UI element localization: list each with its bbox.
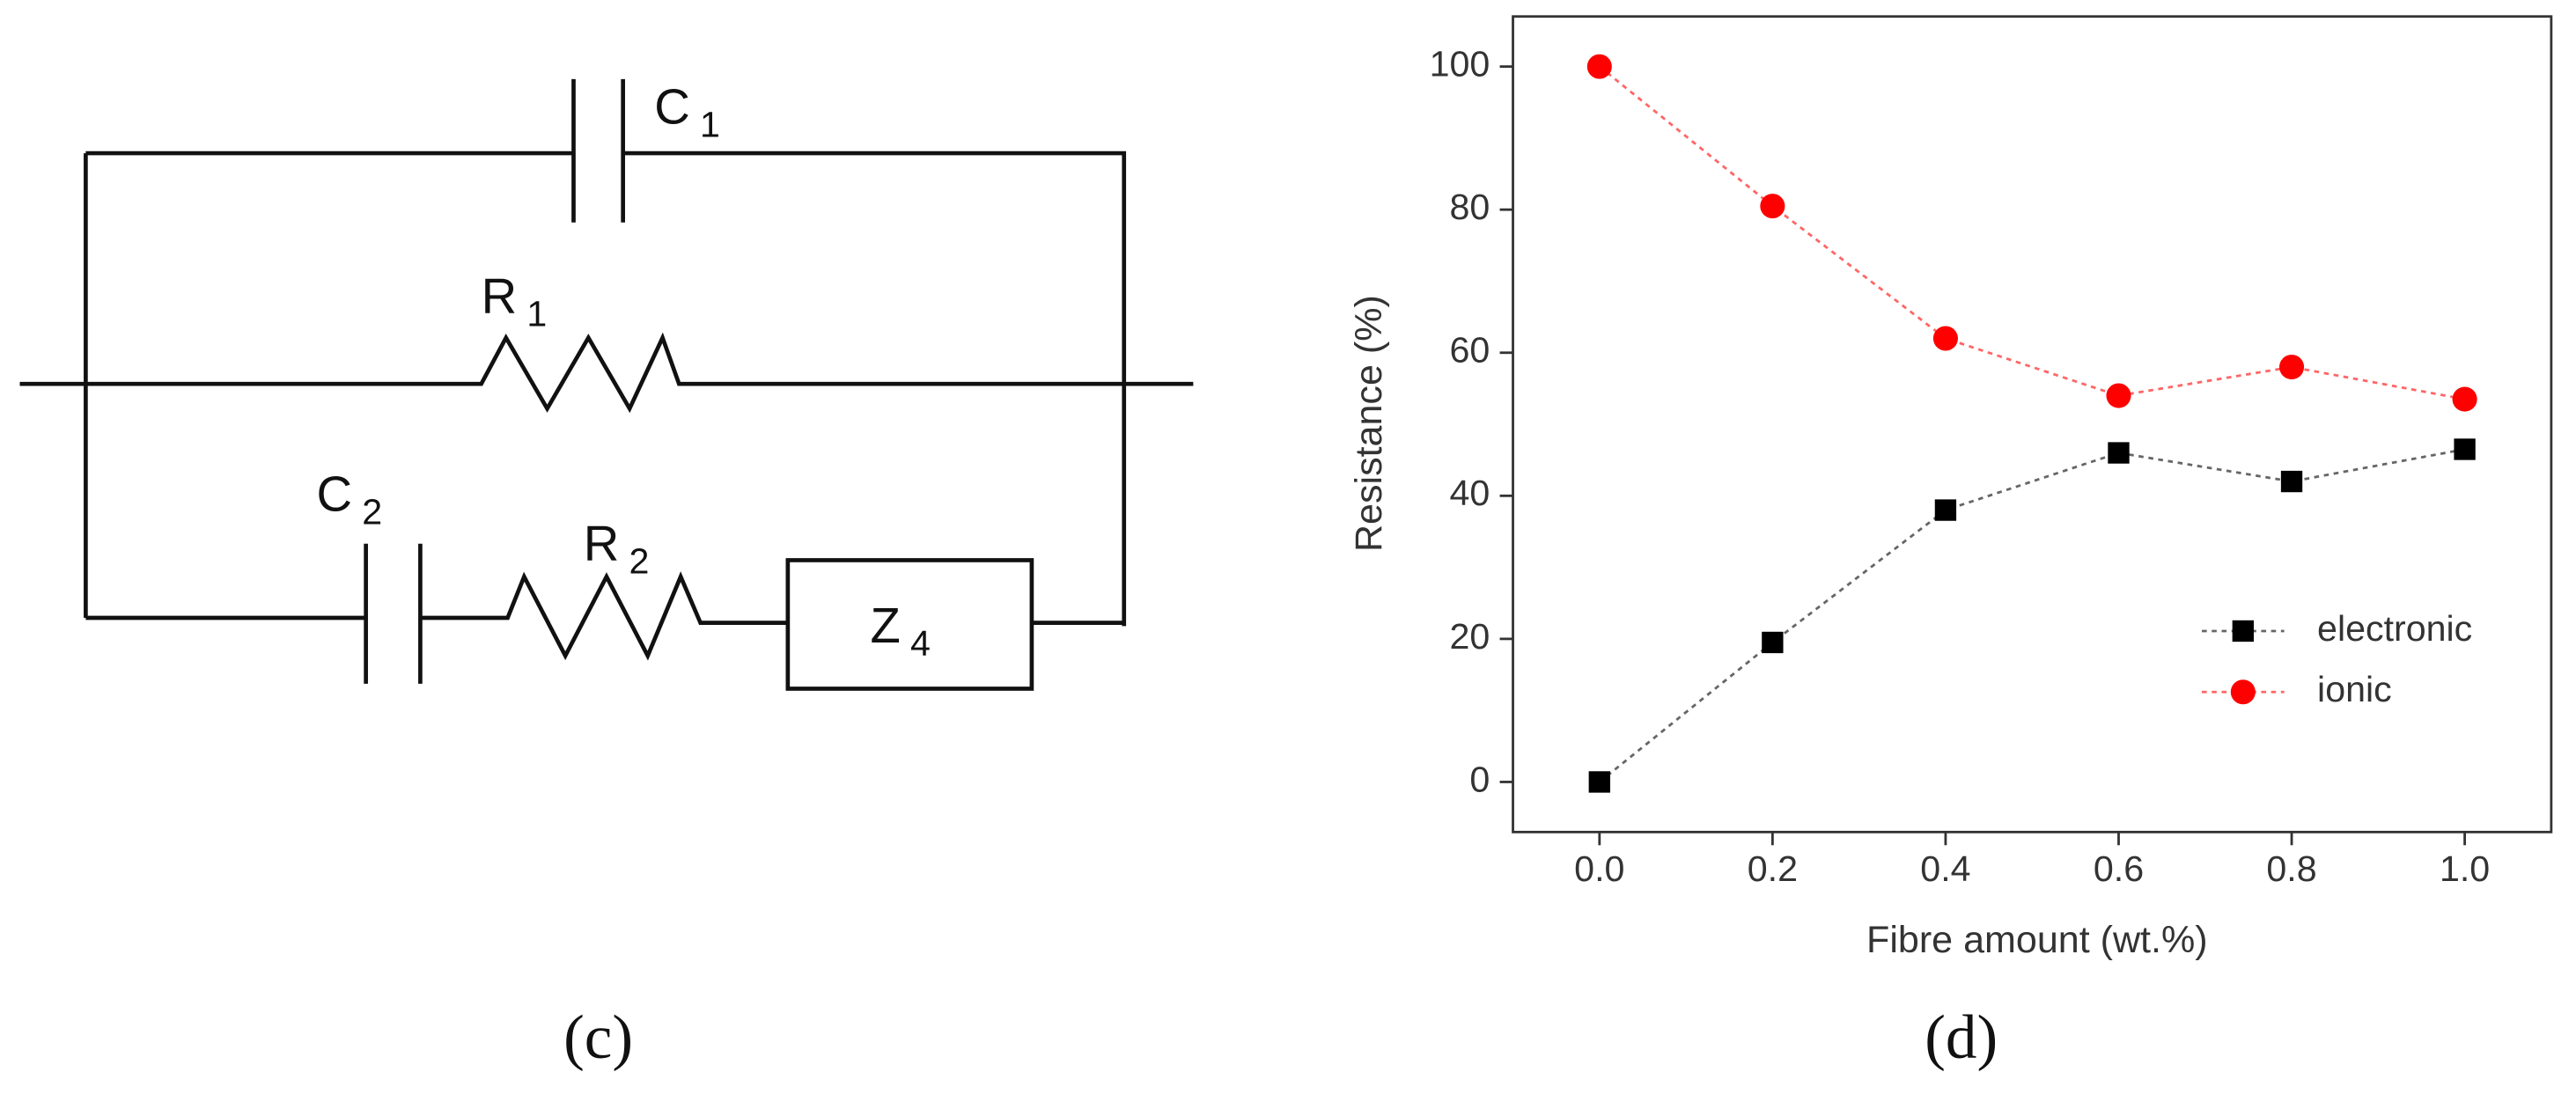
legend-label: ionic [2317, 669, 2392, 709]
y-tick-label: 100 [1430, 43, 1490, 84]
y-tick-label: 20 [1450, 616, 1490, 657]
marker [2279, 354, 2305, 380]
marker [2454, 438, 2476, 460]
y-tick-label: 0 [1469, 759, 1490, 799]
x-tick-label: 0.0 [1574, 848, 1624, 889]
legend-marker [2230, 679, 2256, 705]
y-axis-title: Resistance (%) [1348, 295, 1390, 552]
legend-marker [2232, 620, 2254, 642]
marker [2106, 383, 2131, 408]
chart: (d) Fibre amount (wt.%) Resistance (%) 0… [1348, 15, 2553, 1072]
y-tick-label: 40 [1450, 473, 1490, 513]
capacitor [364, 543, 423, 684]
marker [1932, 326, 1958, 351]
capacitor [571, 78, 625, 223]
x-tick-label: 0.4 [1920, 848, 1970, 889]
marker [2108, 442, 2130, 464]
marker [1588, 771, 1610, 793]
y-tick-label: 80 [1450, 187, 1490, 227]
marker [1934, 499, 1957, 521]
marker [1762, 631, 1784, 654]
marker [1586, 54, 1612, 79]
legend-label: electronic [2317, 608, 2472, 649]
marker [2452, 386, 2477, 412]
x-tick-label: 0.8 [2266, 848, 2316, 889]
y-tick-label: 60 [1450, 330, 1490, 371]
x-tick-label: 1.0 [2440, 848, 2490, 889]
marker [2280, 470, 2303, 493]
series-line [1598, 65, 2465, 400]
plot-frame [1512, 15, 2553, 833]
x-tick-label: 0.2 [1748, 848, 1798, 889]
panel-label: (c) [563, 1003, 633, 1072]
panel-label: (d) [1925, 1003, 1998, 1072]
x-axis-title: Fibre amount (wt.%) [1866, 919, 2208, 961]
impedance-box [785, 558, 1034, 691]
x-tick-label: 0.6 [2094, 848, 2144, 889]
wire [19, 151, 1194, 661]
marker [1760, 194, 1785, 219]
